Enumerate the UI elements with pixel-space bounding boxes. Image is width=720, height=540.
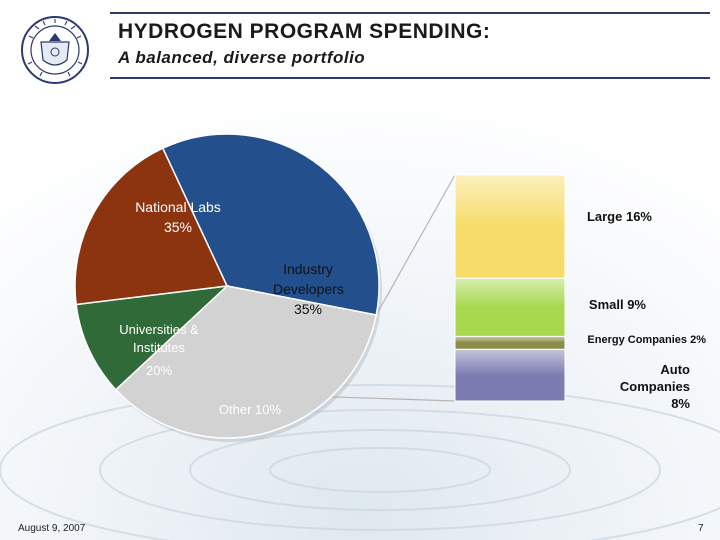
bar-label-large: Large 16% [586, 209, 652, 224]
pie-slice-national-labs [161, 133, 380, 316]
pie-label-universities: Universities & Institutes 20% [104, 321, 214, 380]
bar-label-small: Small 9% [588, 297, 646, 312]
bar-segment-highlight-2 [455, 336, 565, 350]
pie-label-industry-developers-name: Industry Developers [273, 261, 344, 297]
pie-label-industry-developers-value: 35% [293, 301, 323, 317]
connector-line-0 [375, 174, 456, 316]
pie-label-other-name: Other [218, 402, 252, 417]
pie-label-universities-value: 20% [145, 363, 173, 378]
pie-label-other: Other 10% [210, 400, 290, 420]
bar-segment-highlight-0 [455, 175, 565, 279]
bar-label-auto-companies: Auto Companies 8% [619, 362, 690, 411]
pie-label-industry-developers: Industry Developers 35% [246, 259, 370, 319]
bar-label-energy-companies: Energy Companies 2% [587, 334, 706, 346]
pie-label-national-labs-name: National Labs [135, 199, 221, 215]
bar-segment-highlight-1 [455, 278, 565, 337]
department-of-energy-seal-icon [21, 16, 89, 84]
slide-subtitle: A balanced, diverse portfolio [118, 48, 366, 67]
bar-segment-highlight-3 [455, 349, 565, 401]
pie-slice-other [75, 284, 230, 391]
pie-label-other-value: 10% [255, 402, 282, 417]
pie-slice-industry-developers [114, 285, 378, 439]
page-number: 7 [698, 523, 704, 534]
footer-date: August 9, 2007 [18, 523, 86, 534]
pie-label-national-labs: National Labs 35% [108, 197, 248, 237]
pie-label-universities-name: Universities & Institutes [119, 322, 199, 355]
pie-slice-universities-institutes [74, 147, 229, 306]
pie-label-national-labs-value: 35% [163, 219, 193, 235]
slide-title: HYDROGEN PROGRAM SPENDING: [118, 20, 491, 43]
